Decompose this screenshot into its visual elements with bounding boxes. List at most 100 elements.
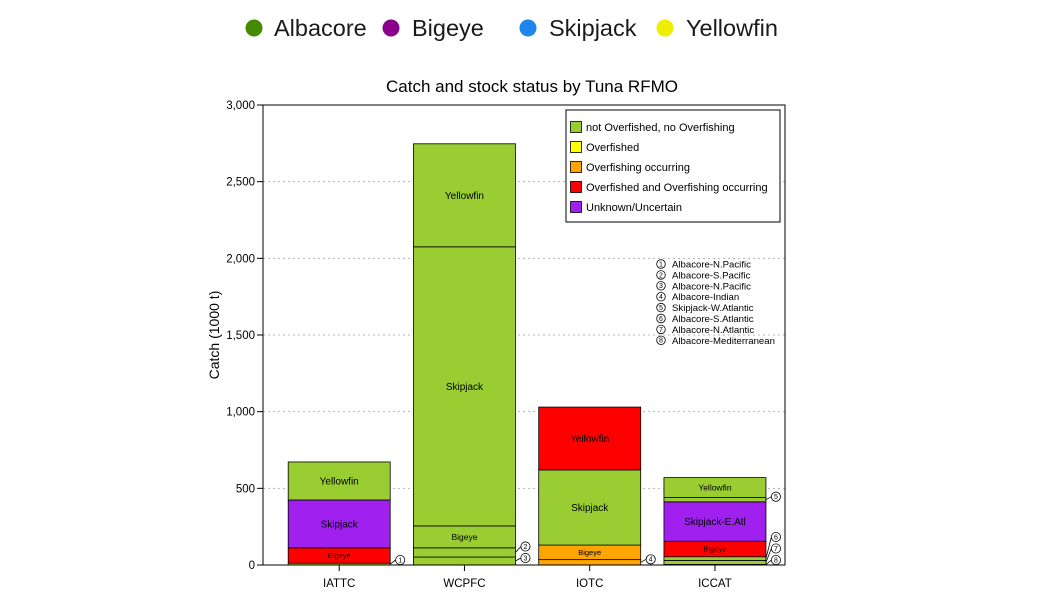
bar-segment-label: Bigeye — [328, 551, 351, 560]
bar-segment-label: Bigeye — [451, 532, 477, 542]
stock-marker-number: 8 — [774, 557, 778, 564]
bar-segment — [413, 556, 516, 566]
stock-marker-number: 4 — [649, 557, 653, 564]
stock-marker-circle — [770, 532, 781, 543]
species-legend-label: Albacore — [274, 15, 367, 41]
bar-segment — [287, 499, 391, 549]
marker-key-label: Albacore-Mediterranean — [672, 336, 775, 347]
marker-leader-line — [765, 496, 772, 501]
marker-key-number: 1 — [659, 261, 663, 268]
marker-key-number: 2 — [659, 272, 663, 279]
marker-key-circle — [656, 281, 666, 291]
y-tick-label: 1,500 — [226, 330, 255, 342]
bar-stack: Bigeye Skipjack-E.Atl Yellowfin — [663, 477, 767, 566]
bar-segment — [663, 556, 767, 561]
x-tick-label: IATTC — [323, 578, 355, 590]
bar-segment — [413, 246, 516, 527]
bar-segment-label: Skipjack — [571, 503, 609, 514]
marker-key-circle — [656, 259, 666, 269]
stock-marker-circle — [395, 555, 406, 566]
stock-marker-key: 1 Albacore-N.Pacific 2 Albacore-S.Pacific 3 A… — [656, 259, 775, 347]
species-legend-item-yellowfin: Yellowfin — [656, 15, 778, 41]
marker-leader-line — [515, 557, 522, 562]
y-axis: 0 500 1,000 1,500 2,000 2,500 3,000 — [226, 100, 263, 572]
status-legend: not Overfished, no Overfishing Overfished… — [565, 109, 781, 223]
skipjack-dot-icon — [519, 19, 537, 37]
bar-segment — [663, 497, 767, 503]
marker-key-circle — [656, 302, 666, 313]
stock-marker-number: 1 — [398, 557, 402, 564]
marker-key-label: Albacore-S.Pacific — [672, 270, 751, 281]
bar-stack: Bigeye Skipjack Yellowfin — [413, 143, 516, 566]
bigeye-dot-icon — [382, 19, 400, 37]
bar-segment — [663, 477, 767, 498]
bar-stacks: Bigeye Skipjack Yellowfin Bigeye Skipjack Yel… — [287, 143, 767, 566]
marker-key-number: 7 — [659, 327, 663, 334]
x-tick-label: WCPFC — [443, 578, 485, 590]
bar-segment — [538, 469, 642, 546]
legend-label: not Overfished, no Overfishing — [586, 122, 735, 134]
y-tick-label: 2,000 — [226, 253, 255, 265]
x-tick-label: ICCAT — [698, 578, 732, 590]
species-legend-label: Skipjack — [549, 15, 637, 41]
legend-label: Unknown/Uncertain — [586, 202, 682, 214]
species-legend-item-skipjack: Skipjack — [519, 15, 637, 41]
x-tick-label: IOTC — [576, 578, 603, 590]
y-tick-label: 1,000 — [226, 407, 255, 419]
chart-title: Catch and stock status by Tuna RFMO — [386, 77, 678, 96]
yellowfin-dot-icon — [656, 19, 674, 37]
stock-marker-circle — [520, 541, 531, 552]
stock-marker-number: 6 — [774, 534, 778, 541]
marker-key-circle — [656, 313, 666, 324]
y-tick-label: 2,500 — [226, 177, 255, 189]
species-legend: Albacore Bigeye Skipjack Yellowfin — [245, 15, 778, 41]
bar-segment-label: Skipjack-E.Atl — [684, 517, 746, 528]
bar-segment-label: Skipjack — [446, 382, 484, 393]
bar-segment — [287, 461, 391, 501]
stock-marker-number: 7 — [774, 546, 778, 553]
marker-key-label: Albacore-Indian — [672, 292, 739, 303]
marker-key-number: 3 — [659, 283, 663, 290]
bar-segment-label: Skipjack — [321, 519, 359, 530]
marker-key-number: 8 — [659, 338, 663, 345]
bar-segment-label: Yellowfin — [570, 434, 609, 445]
stock-marker-circle — [645, 554, 656, 565]
species-legend-item-albacore: Albacore — [245, 15, 367, 41]
marker-key-label: Albacore-N.Pacific — [672, 281, 751, 292]
marker-leader-line — [389, 559, 396, 565]
stock-marker-number: 3 — [523, 555, 527, 562]
marker-key-number: 5 — [659, 305, 663, 312]
legend-swatch — [570, 181, 582, 193]
y-axis-label: Catch (1000 t) — [206, 291, 222, 380]
bar-segment — [538, 406, 642, 471]
marker-leader-line — [765, 559, 772, 565]
marker-key-label: Albacore-N.Pacific — [672, 260, 751, 271]
bar-segment-label: Bigeye — [578, 548, 601, 557]
marker-key-circle — [656, 324, 666, 335]
bar-segment — [538, 559, 642, 566]
bar-segment — [413, 143, 516, 248]
marker-leader-line — [640, 558, 647, 563]
marker-leader-line — [765, 536, 772, 559]
stock-marker-circle — [520, 553, 531, 564]
marker-leader-line — [515, 546, 522, 553]
y-tick-label: 3,000 — [226, 100, 255, 112]
legend-swatch — [570, 141, 582, 153]
marker-key-label: Skipjack-W.Atlantic — [672, 303, 754, 314]
marker-key-circle — [656, 270, 666, 280]
marker-key-number: 4 — [659, 294, 663, 301]
marker-key-circle — [656, 335, 666, 346]
bar-segment-label: Yellowfin — [445, 191, 484, 202]
albacore-dot-icon — [245, 19, 263, 37]
bar-segment — [663, 560, 767, 565]
y-tick-label: 0 — [249, 560, 255, 572]
bar-stack: Bigeye Skipjack Yellowfin — [538, 406, 642, 566]
bar-segment-label: Yellowfin — [698, 483, 732, 493]
marker-leader-line — [765, 548, 772, 563]
legend-box — [565, 109, 781, 223]
stock-marker-circle — [770, 543, 781, 554]
legend-label: Overfished and Overfishing occurring — [586, 182, 768, 194]
marker-key-circle — [656, 292, 666, 302]
